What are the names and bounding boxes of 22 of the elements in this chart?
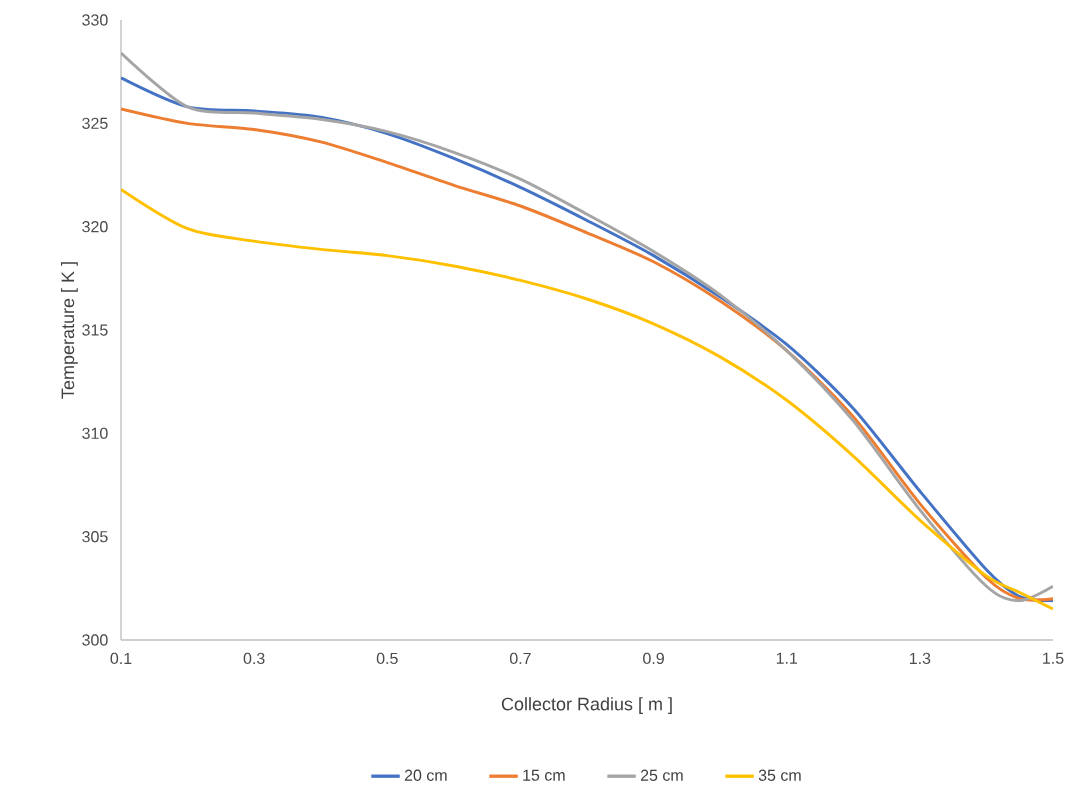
y-tick-label: 300 (82, 634, 108, 646)
legend-label: 35 cm (758, 769, 801, 781)
x-tick-label: 1.1 (776, 652, 798, 664)
y-tick-label: 330 (82, 14, 108, 26)
x-tick-label: 0.9 (643, 652, 664, 665)
y-tick-label: 305 (82, 531, 108, 543)
x-tick-label: 0.3 (243, 652, 265, 665)
y-axis-title: Temperature [ K ] (60, 262, 78, 399)
x-tick-label: 0.5 (376, 652, 398, 665)
x-axis-title: Collector Radius [ m ] (501, 697, 672, 714)
line-series (121, 188, 1054, 611)
y-tick-label: 320 (82, 221, 108, 233)
y-tick-label: 325 (82, 117, 108, 129)
y-tick-label: 310 (82, 427, 108, 439)
x-tick-label: 0.7 (509, 652, 531, 665)
x-tick-label: 1.3 (909, 652, 931, 665)
y-tick-label: 315 (82, 324, 108, 336)
legend-label: 20 cm (404, 769, 447, 781)
legend-label: 25 cm (640, 769, 683, 781)
x-tick-label: 1.5 (1043, 652, 1064, 664)
x-tick-label: 0.1 (110, 652, 132, 665)
legend-label: 15 cm (523, 769, 565, 781)
